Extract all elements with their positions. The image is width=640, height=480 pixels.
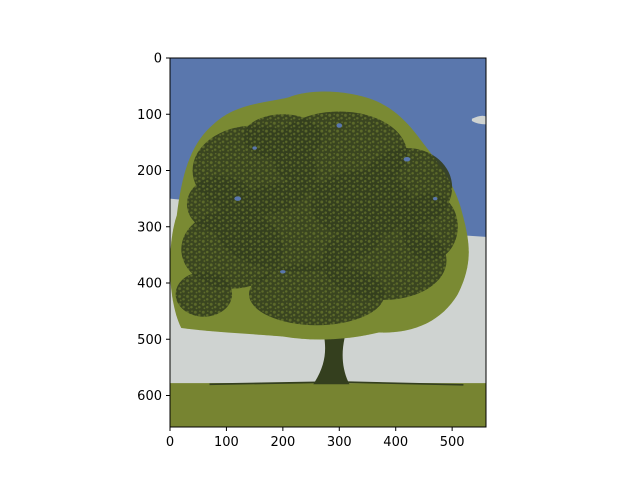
y-tick-label: 400: [137, 277, 162, 292]
cloud-wisp: [471, 115, 486, 125]
sky-gap: [336, 123, 343, 128]
sky-gap: [280, 270, 286, 274]
y-tick-label: 600: [137, 389, 162, 404]
y-tick-label: 200: [137, 164, 162, 179]
ground-field: [170, 383, 486, 427]
y-tick-label: 0: [154, 52, 162, 67]
x-tick-label: 100: [214, 435, 239, 450]
y-tick-label: 500: [137, 333, 162, 348]
y-tick-label: 100: [137, 108, 162, 123]
sky-gap: [252, 146, 257, 150]
x-tick-label: 400: [383, 435, 408, 450]
plot-image: [170, 58, 486, 427]
sky-gap: [234, 196, 242, 201]
sky-gap: [432, 196, 438, 201]
x-tick-label: 500: [440, 435, 465, 450]
y-tick-label: 300: [137, 220, 162, 235]
x-axis: 0 100 200 300 400 500: [166, 427, 465, 450]
plot-frame: [169, 57, 487, 428]
y-axis: 0 100 200 300 400 500 600: [137, 52, 170, 404]
sky-gap: [403, 157, 411, 162]
leaf-texture: [170, 91, 469, 340]
x-tick-label: 300: [327, 435, 352, 450]
x-tick-label: 200: [270, 435, 295, 450]
x-tick-label: 0: [166, 435, 174, 450]
